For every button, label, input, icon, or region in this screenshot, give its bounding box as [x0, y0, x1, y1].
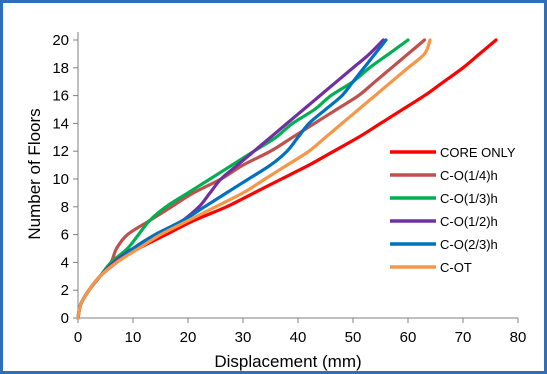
series-line-c-ot [76, 38, 432, 320]
legend-label-c-o-1-4-h: C-O(1/4)h [440, 168, 498, 183]
legend-label-c-ot: C-OT [440, 260, 472, 275]
y-tick-label: 12 [52, 143, 69, 160]
legend-label-core-only: CORE ONLY [440, 145, 516, 160]
y-tick-label: 4 [61, 254, 69, 271]
x-tick-label: 60 [400, 329, 417, 346]
x-tick-label: 30 [235, 329, 252, 346]
y-tick-label: 0 [61, 310, 69, 327]
y-tick-label: 6 [61, 227, 69, 244]
y-tick-label: 2 [61, 282, 69, 299]
series-lines [76, 38, 498, 320]
y-tick-label: 20 [52, 32, 69, 49]
y-tick-label: 18 [52, 60, 69, 77]
x-tick-label: 70 [455, 329, 472, 346]
axes [73, 32, 519, 323]
x-tick-label: 80 [510, 329, 527, 346]
series-line-core-only [76, 38, 498, 320]
y-tick-label: 10 [52, 171, 69, 188]
x-tick-label: 50 [345, 329, 362, 346]
x-tick-label: 0 [74, 329, 82, 346]
legend-label-c-o-1-2-h: C-O(1/2)h [440, 214, 498, 229]
tick-labels: 0 2 4 6 8 10 12 14 16 18 20 0 10 20 30 40 50 60 70 80 [52, 32, 526, 346]
x-tick-label: 10 [125, 329, 142, 346]
legend: CORE ONLY C-O(1/4)h C-O(1/3)h C-O(1/2)h C-O(… [390, 145, 516, 275]
series-line-c-o-1-3-h [76, 38, 410, 320]
legend-label-c-o-2-3-h: C-O(2/3)h [440, 237, 498, 252]
x-tick-label: 20 [180, 329, 197, 346]
x-tick-label: 40 [290, 329, 307, 346]
series-line-c-o-1-2-h [76, 38, 385, 320]
y-axis-title: Number of Floors [25, 108, 44, 239]
y-tick-label: 14 [52, 115, 69, 132]
series-line-c-o-2-3-h [76, 38, 388, 320]
y-tick-label: 8 [61, 199, 69, 216]
legend-label-c-o-1-3-h: C-O(1/3)h [440, 191, 498, 206]
y-tick-label: 16 [52, 88, 69, 105]
x-axis-title: Displacement (mm) [214, 352, 361, 371]
